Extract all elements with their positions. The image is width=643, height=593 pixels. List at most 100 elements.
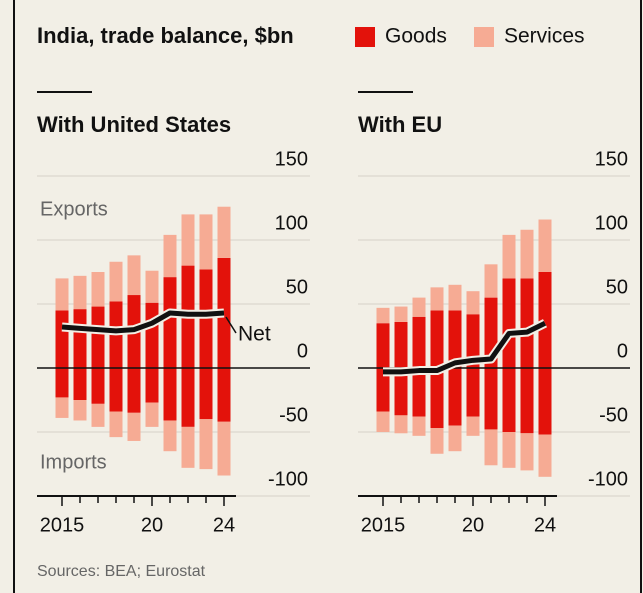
y-tick-label: 100 — [275, 212, 308, 234]
bar-import — [430, 428, 444, 454]
bar-export — [520, 229, 534, 279]
bar-import — [199, 368, 213, 420]
bar-import — [502, 432, 516, 468]
bar-import — [376, 368, 390, 412]
bar-export — [109, 261, 123, 302]
x-tick-label: 24 — [213, 514, 235, 536]
bar-export — [217, 206, 231, 258]
bar-import — [484, 429, 498, 466]
bar-import — [484, 368, 498, 430]
bar-import — [181, 368, 195, 427]
bar-import — [217, 421, 231, 476]
bar-import — [448, 425, 462, 452]
bar-import — [412, 368, 426, 417]
bar-export — [91, 272, 105, 307]
bar-export — [73, 275, 87, 310]
bar-import — [73, 400, 87, 421]
bar-import — [91, 368, 105, 404]
legend-label: Goods — [385, 25, 447, 48]
bar-import — [127, 368, 141, 413]
bar-import — [163, 368, 177, 421]
bar-export — [55, 310, 69, 368]
net-leader — [225, 316, 237, 334]
annotation: Exports — [40, 198, 108, 220]
bar-import — [55, 397, 69, 418]
bar-import — [109, 368, 123, 412]
bar-export — [538, 272, 552, 368]
bar-export — [466, 291, 480, 315]
bar-export — [412, 297, 426, 317]
bar-export — [163, 234, 177, 278]
y-tick-label: 100 — [595, 212, 628, 234]
y-tick-label: 50 — [286, 276, 308, 298]
bar-export — [538, 219, 552, 272]
bar-import — [181, 426, 195, 468]
bar-export — [73, 309, 87, 368]
bar-export — [502, 278, 516, 368]
y-tick-label: -50 — [279, 404, 308, 426]
bar-import — [199, 419, 213, 470]
bar-import — [73, 368, 87, 400]
bar-export — [448, 310, 462, 368]
bar-export — [448, 284, 462, 311]
net-label: Net — [238, 323, 271, 346]
chart-title: India, trade balance, $bn — [37, 23, 294, 48]
legend-label: Services — [504, 25, 585, 48]
bar-export — [127, 255, 141, 296]
bar-import — [145, 402, 159, 427]
bar-import — [394, 368, 408, 416]
bar-import — [520, 368, 534, 434]
y-tick-label: -50 — [599, 404, 628, 426]
legend-swatch — [474, 27, 494, 47]
bar-export — [394, 321, 408, 368]
annotation: Imports — [40, 451, 107, 473]
y-tick-label: 150 — [275, 148, 308, 170]
subtitle: With EU — [358, 112, 442, 137]
bar-export — [466, 314, 480, 368]
bar-import — [538, 434, 552, 477]
bar-import — [55, 368, 69, 398]
bar-import — [127, 412, 141, 441]
bar-import — [520, 433, 534, 471]
bar-import — [109, 411, 123, 438]
bar-export — [430, 287, 444, 311]
y-tick-label: 0 — [617, 340, 628, 362]
y-tick-label: 50 — [606, 276, 628, 298]
net-line — [383, 320, 547, 375]
y-tick-label: -100 — [268, 468, 308, 490]
bar-export — [484, 264, 498, 298]
x-tick-label: 2015 — [40, 514, 85, 536]
bar-export — [376, 323, 390, 368]
bar-export — [520, 278, 534, 368]
bar-import — [538, 368, 552, 435]
bar-export — [91, 306, 105, 368]
bar-import — [394, 415, 408, 434]
net-line — [61, 310, 225, 334]
bar-export — [181, 214, 195, 266]
bar-export — [163, 277, 177, 368]
bar-import — [376, 411, 390, 432]
bar-import — [502, 368, 516, 432]
subtitle: With United States — [37, 112, 231, 137]
bar-export — [412, 316, 426, 368]
y-tick-label: -100 — [588, 468, 628, 490]
bar-import — [466, 368, 480, 417]
bar-import — [412, 416, 426, 436]
bar-import — [430, 368, 444, 429]
bar-export — [376, 307, 390, 324]
bar-export — [199, 214, 213, 270]
bar-export — [502, 234, 516, 279]
bar-import — [217, 368, 231, 422]
x-tick-label: 20 — [462, 514, 484, 536]
source: Sources: BEA; Eurostat — [37, 563, 206, 580]
bar-import — [448, 368, 462, 426]
bar-import — [466, 416, 480, 436]
bar-export — [430, 310, 444, 368]
bar-export — [145, 270, 159, 303]
x-tick-label: 2015 — [361, 514, 406, 536]
bar-import — [91, 403, 105, 427]
y-tick-label: 150 — [595, 148, 628, 170]
bar-import — [145, 368, 159, 403]
x-tick-label: 20 — [141, 514, 163, 536]
